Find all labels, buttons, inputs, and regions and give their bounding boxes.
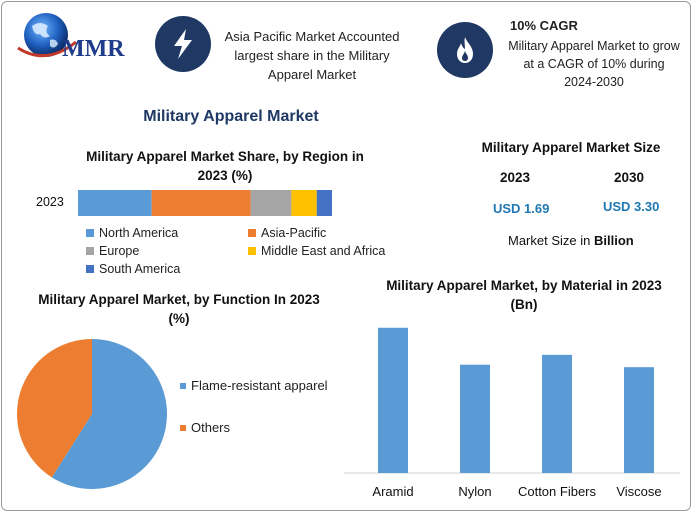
region-bar-segment-north-america	[78, 190, 152, 216]
highlight-text: Asia Pacific Market Accounted largest sh…	[224, 29, 400, 82]
region-stacked-bar	[78, 190, 332, 216]
region-legend-item-south-america: South America	[86, 262, 180, 276]
region-bar-segment-europe	[250, 190, 292, 216]
legend-label: South America	[99, 262, 181, 276]
market-size-note-unit: Billion	[593, 233, 634, 248]
cagr-icon-circle	[437, 22, 493, 78]
lightning-icon	[174, 29, 192, 59]
region-legend: North America Asia-Pacific Europe Middle Ea…	[86, 226, 406, 280]
legend-swatch	[248, 247, 256, 255]
market-size-value-2023: USD 1.69	[493, 201, 550, 216]
function-pie-chart	[16, 339, 167, 489]
region-legend-item-asia-pacific: Asia-Pacific	[248, 226, 326, 240]
logo-text: MMR	[62, 36, 125, 62]
legend-swatch	[180, 382, 186, 389]
function-legend-item-flame-resistant-apparel: Flame-resistant apparel	[180, 378, 328, 393]
legend-swatch	[86, 265, 94, 273]
page-title: Military Apparel Market	[143, 108, 319, 125]
function-legend-item-others: Others	[180, 420, 230, 435]
material-x-label-cotton-fibers: Cotton Fibers	[517, 484, 597, 499]
material-bar-cotton-fibers	[542, 354, 572, 473]
region-legend-item-north-america: North America	[86, 226, 178, 240]
pie-slice-flame-resistant-apparel	[51, 339, 167, 489]
material-bar-viscose	[624, 367, 654, 473]
legend-label: Asia-Pacific	[261, 226, 327, 240]
region-chart-category-label: 2023	[36, 195, 64, 209]
material-bar-chart	[344, 327, 680, 474]
material-chart-title: Military Apparel Market, by Material in …	[386, 278, 662, 312]
function-chart-title: Military Apparel Market, by Function In …	[38, 292, 320, 326]
market-size-note: Market Size in Billion	[508, 233, 634, 248]
pie-slice-others	[16, 339, 93, 478]
legend-swatch	[86, 229, 94, 237]
legend-label: North America	[99, 226, 179, 240]
market-size-year-2030: 2030	[614, 170, 645, 185]
cagr-title: 10% CAGR	[510, 18, 578, 33]
legend-swatch	[86, 247, 94, 255]
region-legend-item-middle-east-and-africa: Middle East and Africa	[248, 244, 385, 258]
material-x-axis-labels: Aramid Nylon Cotton Fibers Viscose	[340, 484, 684, 504]
market-size-title: Military Apparel Market Size	[481, 140, 661, 155]
logo: MMR	[10, 8, 140, 68]
region-bar-segment-south-america	[316, 190, 332, 216]
material-bar-aramid	[378, 327, 408, 473]
legend-label: Others	[191, 420, 231, 435]
flame-icon	[457, 37, 473, 63]
material-x-label-nylon: Nylon	[458, 484, 492, 499]
material-x-label-viscose: Viscose	[616, 484, 662, 499]
region-chart-title: Military Apparel Market Share, by Region…	[86, 149, 364, 183]
region-bar-segment-middle-east-and-africa	[291, 190, 317, 216]
highlight-icon-circle	[155, 16, 211, 72]
function-legend: Flame-resistant apparel Others	[180, 378, 350, 448]
legend-label: Europe	[99, 244, 140, 258]
market-size-note-prefix: Market Size in	[508, 233, 594, 248]
region-legend-item-europe: Europe	[86, 244, 139, 258]
legend-label: Middle East and Africa	[261, 244, 386, 258]
legend-swatch	[248, 229, 256, 237]
legend-swatch	[180, 424, 186, 431]
market-size-year-2023: 2023	[500, 170, 531, 185]
globe-icon	[17, 13, 77, 58]
material-bar-nylon	[460, 364, 490, 473]
market-size-value-2030: USD 3.30	[603, 199, 660, 214]
cagr-text: Military Apparel Market to grow at a CAG…	[508, 39, 680, 89]
region-bar-segment-asia-pacific	[151, 190, 251, 216]
material-x-label-aramid: Aramid	[372, 484, 414, 499]
legend-label: Flame-resistant apparel	[191, 378, 328, 393]
